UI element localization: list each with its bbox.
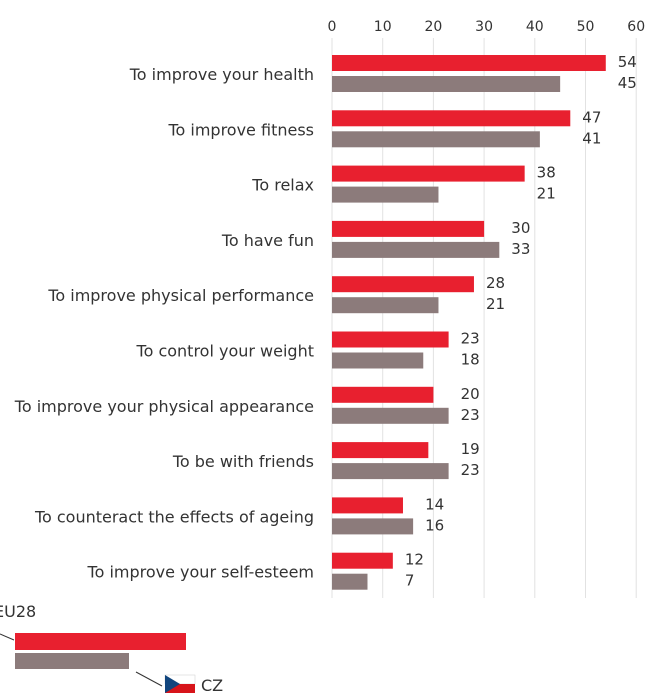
value-label-eu28: 28: [486, 274, 505, 292]
value-label-cz: 33: [511, 240, 530, 258]
value-label-eu28: 12: [405, 551, 424, 569]
bar-cz: [332, 297, 439, 314]
legend-leader-eu28: [0, 633, 15, 641]
bar-cz: [332, 518, 414, 535]
legend-label-cz: CZ: [201, 676, 223, 693]
value-label-eu28: 54: [618, 53, 637, 71]
bar-cz: [332, 352, 424, 369]
bar-eu28: [332, 55, 606, 71]
category-label: To improve your health: [129, 65, 314, 84]
bar-eu28: [332, 331, 449, 348]
legend-leader-cz: [135, 671, 163, 687]
bars: [332, 55, 606, 590]
x-tick-label-50: 50: [577, 19, 595, 35]
value-label-cz: 41: [582, 129, 601, 147]
bar-eu28: [332, 497, 403, 514]
category-label: To relax: [251, 176, 314, 195]
x-axis-ticks: 0 10 20 30 40 50 60: [328, 19, 646, 35]
category-label: To be with friends: [172, 452, 314, 471]
legend: EU28 CZ: [0, 602, 223, 693]
legend-bar-cz: [15, 653, 129, 669]
bar-eu28: [332, 165, 525, 182]
x-tick-label-60: 60: [627, 19, 645, 35]
bar-eu28: [332, 220, 485, 237]
bar-eu28: [332, 276, 474, 293]
legend-label-eu28: EU28: [0, 602, 36, 621]
category-label: To improve your self-esteem: [87, 563, 314, 582]
czech-flag-icon: [164, 674, 196, 693]
category-label: To improve fitness: [167, 120, 314, 139]
value-label-cz: 21: [486, 295, 505, 313]
value-label-cz: 16: [425, 516, 444, 534]
x-tick-label-20: 20: [424, 19, 442, 35]
x-tick-label-0: 0: [328, 19, 337, 35]
category-label: To improve your physical appearance: [14, 397, 314, 416]
value-label-eu28: 14: [425, 495, 444, 513]
bar-eu28: [332, 386, 434, 403]
x-tick-label-40: 40: [526, 19, 544, 35]
category-label: To control your weight: [136, 342, 314, 361]
value-label-cz: 21: [537, 185, 556, 203]
bar-eu28: [332, 552, 393, 569]
bar-cz: [332, 407, 449, 424]
bar-cz: [332, 76, 561, 92]
value-label-eu28: 47: [582, 108, 601, 126]
legend-bar-eu28: [15, 633, 186, 650]
category-label: To have fun: [221, 231, 314, 250]
bar-cz: [332, 463, 449, 480]
category-label: To counteract the effects of ageing: [34, 507, 314, 526]
value-label-cz: 7: [405, 572, 415, 590]
value-label-eu28: 20: [461, 385, 480, 403]
category-labels: To improve your health To improve fitness…: [14, 65, 314, 582]
value-label-cz: 23: [461, 406, 480, 424]
value-label-cz: 18: [461, 351, 480, 369]
value-label-cz: 23: [461, 461, 480, 479]
bar-cz: [332, 186, 439, 203]
value-label-cz: 45: [618, 74, 637, 92]
bar-cz: [332, 241, 500, 258]
x-tick-label-10: 10: [374, 19, 392, 35]
category-label: To improve physical performance: [47, 286, 314, 305]
value-label-eu28: 19: [461, 440, 480, 458]
value-label-eu28: 23: [461, 330, 480, 348]
value-label-eu28: 30: [511, 219, 530, 237]
bar-cz: [332, 573, 368, 590]
value-label-eu28: 38: [537, 164, 556, 182]
x-tick-label-30: 30: [475, 19, 493, 35]
bar-eu28: [332, 110, 571, 127]
bar-cz: [332, 131, 540, 148]
bar-eu28: [332, 442, 429, 459]
